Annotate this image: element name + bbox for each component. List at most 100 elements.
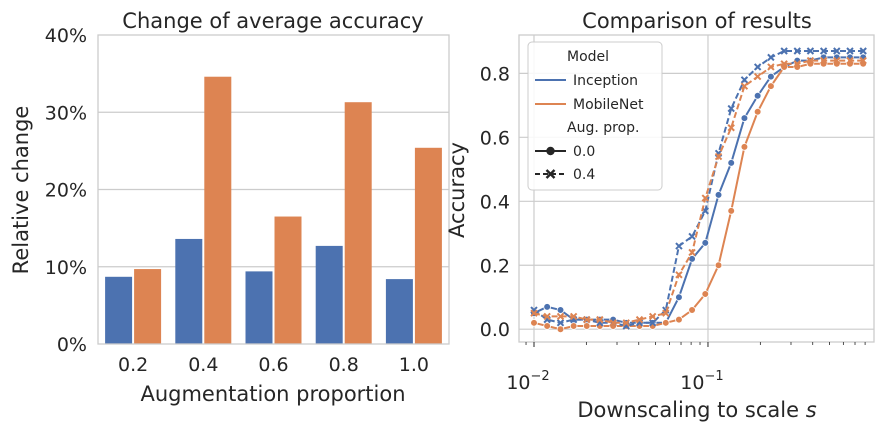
bar-chart: Change of average accuracy 0% 10% 20% 30% 40… [9, 9, 450, 406]
bar [204, 76, 232, 344]
bar-x-tick-label: 0.8 [329, 354, 359, 376]
data-point [675, 242, 683, 250]
line-y-tick-label: 0.6 [480, 127, 510, 149]
bar-x-tick-label: 0.4 [188, 354, 218, 376]
data-point [793, 47, 801, 55]
bar-chart-y-ticks: 0% 10% 20% 30% 40% [45, 25, 87, 356]
bar-y-tick-label: 20% [45, 180, 87, 202]
data-point [556, 319, 565, 327]
line-y-tick-label: 0.2 [480, 255, 510, 277]
data-point [780, 47, 788, 55]
data-point [753, 72, 762, 81]
line-chart-frame [518, 34, 875, 343]
bar [105, 276, 133, 344]
data-point [859, 47, 867, 55]
line-chart-x-label-text: Downscaling to scale [577, 398, 805, 422]
line-y-tick-label: 0.0 [480, 319, 510, 341]
data-point [714, 191, 723, 199]
data-point [543, 322, 551, 330]
bar-x-tick-label: 0.6 [258, 354, 288, 376]
bar-chart-title: Change of average accuracy [122, 9, 423, 33]
line-x-tick-label: 10−2 [506, 369, 549, 394]
data-point [833, 56, 841, 65]
data-point [793, 60, 801, 68]
line-chart-series [530, 47, 867, 334]
data-point [740, 76, 749, 84]
line-chart-y-ticks: 0.0 0.2 0.4 0.6 0.8 [480, 63, 510, 341]
bar-y-tick-label: 30% [45, 102, 87, 124]
bar-chart-y-label: Relative change [9, 106, 33, 275]
legend-marker-circle [546, 146, 555, 156]
data-point [556, 325, 565, 334]
data-point [701, 290, 710, 298]
data-point [753, 63, 762, 71]
bar [344, 102, 372, 345]
data-point [543, 303, 551, 311]
data-point [543, 312, 551, 321]
data-point [727, 104, 735, 113]
data-point [556, 306, 565, 314]
data-point [609, 319, 617, 327]
data-point [714, 152, 723, 161]
series-line [533, 59, 864, 324]
data-point [530, 309, 538, 317]
data-point [846, 47, 854, 55]
data-point [767, 63, 775, 71]
line-y-tick-label: 0.4 [480, 191, 510, 213]
line-x-tick-label: 10−1 [680, 369, 723, 394]
data-point [727, 159, 736, 167]
data-point [596, 315, 604, 324]
line-chart-y-label: Accuracy [445, 142, 469, 238]
bar-chart-bars [105, 76, 442, 345]
data-point [819, 56, 828, 65]
data-point [569, 312, 578, 321]
line-chart-x-label-var: s [806, 398, 817, 422]
line-x-tick-exponent: −2 [531, 369, 550, 384]
line-y-tick-label: 0.8 [480, 63, 510, 85]
legend-label-aug-0: 0.0 [573, 144, 595, 160]
data-point [688, 255, 696, 263]
data-point [753, 107, 762, 116]
data-point [740, 82, 749, 90]
data-point [727, 124, 735, 132]
data-point [582, 322, 591, 330]
legend-marker-x [545, 169, 556, 179]
data-point [583, 315, 591, 324]
data-point [767, 72, 775, 81]
legend-hue-title: Model [567, 49, 609, 65]
legend-label-aug-04: 0.4 [573, 167, 595, 183]
bar-y-tick-label: 40% [45, 25, 87, 47]
legend-label-mobilenet: MobileNet [573, 97, 644, 113]
bar-chart-frame [97, 34, 450, 345]
data-point [688, 232, 696, 241]
bar-y-tick-label: 10% [45, 257, 87, 279]
data-point [819, 47, 828, 55]
data-point [688, 306, 696, 314]
data-point [530, 319, 538, 327]
bar-x-tick-label: 0.2 [118, 354, 148, 376]
data-point [727, 207, 736, 215]
data-point [675, 315, 683, 324]
data-point [714, 261, 723, 270]
data-point [556, 312, 565, 321]
data-point [740, 114, 749, 122]
bar [414, 147, 442, 344]
data-point [648, 312, 657, 321]
bar [245, 271, 273, 344]
data-point [859, 56, 867, 65]
data-point [701, 239, 710, 247]
data-point [635, 315, 644, 324]
data-point [675, 271, 683, 279]
data-point [740, 143, 749, 151]
legend-style-title: Aug. prop. [567, 120, 639, 136]
bar-chart-x-label: Augmentation proportion [140, 382, 405, 406]
data-point [846, 56, 854, 65]
bar-chart-gridlines [98, 111, 449, 268]
bar [274, 216, 302, 344]
line-chart-x-ticks: 10−2 10−1 [506, 342, 866, 394]
data-point [701, 194, 709, 202]
bar [175, 238, 203, 344]
line-x-tick-base: 10 [506, 372, 530, 394]
bar [385, 279, 413, 344]
